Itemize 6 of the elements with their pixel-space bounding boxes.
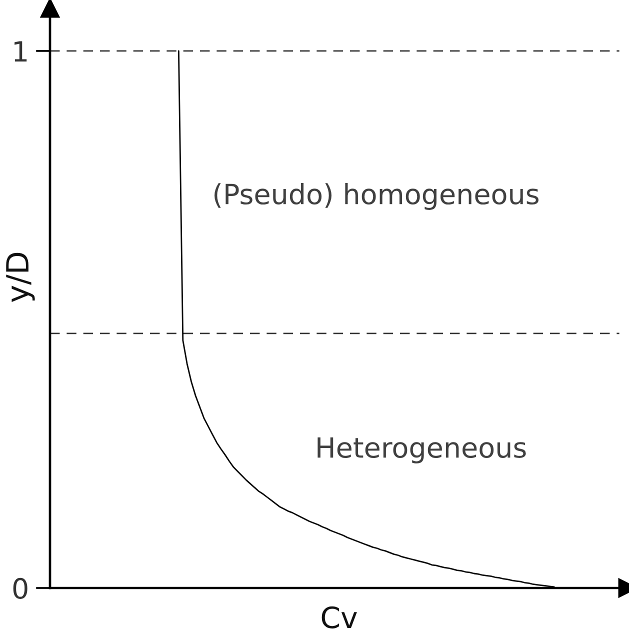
x-axis-title: Cv <box>322 606 357 628</box>
y-tick-label: 1 <box>14 41 27 62</box>
y-axis-title: y/D <box>6 252 35 302</box>
y-tick-label: 0 <box>13 578 28 599</box>
annotation: (Pseudo) homogeneous <box>214 183 538 210</box>
annotation: Heterogeneous <box>318 437 526 464</box>
